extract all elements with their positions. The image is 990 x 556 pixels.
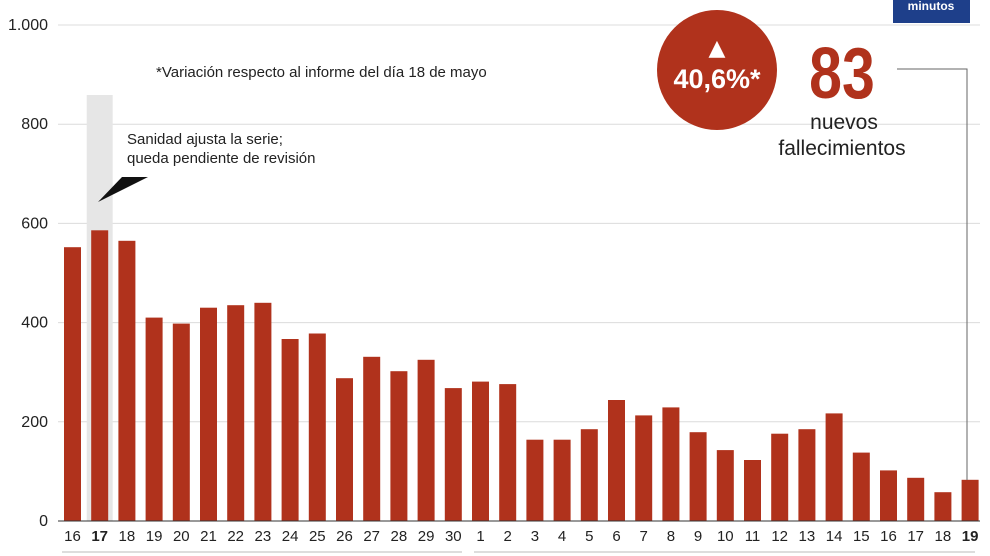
- bar: [635, 415, 653, 521]
- y-tick-label: 200: [21, 414, 48, 431]
- bar: [200, 307, 217, 521]
- x-tick-label: 19: [962, 528, 979, 545]
- bar: [689, 432, 707, 521]
- x-tick-label: 16: [64, 528, 81, 545]
- bar: [880, 470, 897, 521]
- x-tick-label: 22: [227, 528, 244, 545]
- annotation-line-1: Sanidad ajusta la serie;: [127, 131, 283, 148]
- bar: [444, 388, 462, 521]
- x-tick-label: 17: [907, 528, 924, 545]
- callout-connector-line: [897, 68, 968, 480]
- y-axis-ticks: 0 200 400 600 800 1.000: [8, 17, 48, 530]
- x-tick-label: 23: [255, 528, 272, 545]
- y-tick-label: 0: [39, 513, 48, 530]
- x-tick-label: 1: [476, 528, 484, 545]
- x-tick-label: 6: [612, 528, 620, 545]
- y-tick-label: 800: [21, 116, 48, 133]
- x-tick-label: 8: [667, 528, 675, 545]
- y-tick-label: 1.000: [8, 17, 48, 34]
- bar: [825, 413, 843, 521]
- x-tick-label: 2: [504, 528, 512, 545]
- x-tick-label: 27: [363, 528, 380, 545]
- bar: [608, 400, 625, 521]
- bar: [91, 230, 109, 522]
- bar: [64, 247, 81, 521]
- new-deaths-label-line-1: nuevos: [810, 111, 878, 134]
- x-tick-label: 21: [200, 528, 217, 545]
- up-arrow-icon: ▲: [709, 36, 726, 61]
- bar: [852, 452, 870, 521]
- x-tick-label: 3: [531, 528, 539, 545]
- x-tick-label: 26: [336, 528, 353, 545]
- bar: [227, 305, 245, 521]
- x-tick-label: 18: [119, 528, 136, 545]
- bar: [254, 302, 272, 521]
- x-tick-label: 12: [771, 528, 788, 545]
- x-tick-label: 4: [558, 528, 566, 545]
- x-tick-label: 18: [935, 528, 952, 545]
- bar: [934, 492, 952, 521]
- brand-badge: [893, 0, 970, 23]
- x-tick-label: 14: [826, 528, 843, 545]
- variation-note: *Variación respecto al informe del día 1…: [156, 64, 487, 81]
- bar: [336, 378, 353, 521]
- bar: [662, 407, 680, 521]
- bar: [553, 439, 571, 521]
- x-tick-label: 20: [173, 528, 190, 545]
- x-tick-label: 9: [694, 528, 702, 545]
- new-deaths-label-line-2: fallecimientos: [778, 137, 905, 160]
- bar: [716, 450, 734, 521]
- x-tick-label: 19: [146, 528, 163, 545]
- x-tick-label: 17: [91, 528, 108, 545]
- x-tick-label: 28: [391, 528, 408, 545]
- bars: [64, 230, 979, 522]
- x-tick-label: 25: [309, 528, 326, 545]
- x-tick-label: 13: [799, 528, 816, 545]
- x-tick-label: 24: [282, 528, 299, 545]
- bar: [771, 433, 789, 521]
- y-tick-label: 400: [21, 315, 48, 332]
- bar: [499, 384, 517, 521]
- annotation-line-2: queda pendiente de revisión: [127, 150, 315, 167]
- bar: [580, 429, 598, 521]
- bar: [281, 339, 299, 521]
- bar: [390, 371, 408, 521]
- bar: [907, 477, 925, 521]
- brand-badge-label: minutos: [908, 0, 955, 13]
- bar: [172, 323, 190, 521]
- bar: [363, 356, 381, 521]
- bar: [145, 317, 163, 521]
- percent-circle: [657, 10, 777, 130]
- x-tick-label: 11: [745, 528, 761, 545]
- bar: [118, 240, 136, 522]
- x-tick-label: 15: [853, 528, 870, 545]
- x-tick-label: 16: [880, 528, 897, 545]
- x-tick-label: 10: [717, 528, 734, 545]
- bar: [798, 429, 816, 521]
- x-axis-ticks: 16 17 18 19 20 21 22 23 24 25 26 27 28 29 30 1 2 3 4 5 6 7 8 9 1…: [64, 528, 978, 545]
- new-deaths-number: 83: [809, 32, 875, 113]
- x-tick-label: 5: [585, 528, 593, 545]
- x-tick-label: 29: [418, 528, 435, 545]
- x-tick-label: 30: [445, 528, 462, 545]
- bar: [472, 381, 489, 521]
- bar: [417, 359, 435, 521]
- bar: [526, 439, 544, 521]
- percent-change-value: 40,6%*: [673, 64, 761, 94]
- bar: [961, 479, 979, 521]
- x-tick-label: 7: [640, 528, 648, 545]
- bar: [308, 333, 326, 521]
- y-tick-label: 600: [21, 215, 48, 232]
- bar: [744, 460, 761, 521]
- annotation-pointer: [98, 177, 148, 202]
